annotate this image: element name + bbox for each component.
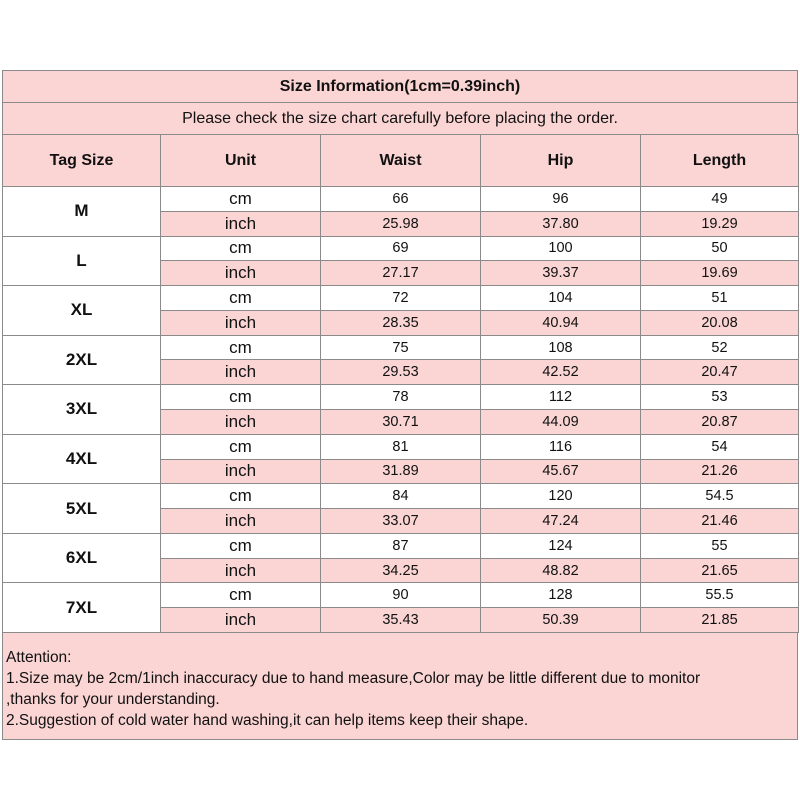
- measurement: 87: [320, 532, 481, 559]
- note-line: 1.Size may be 2cm/1inch inaccuracy due t…: [6, 670, 701, 687]
- unit: cm: [160, 582, 321, 609]
- measurement: 28.35: [320, 309, 481, 336]
- measurement: 50.39: [480, 607, 641, 633]
- unit: cm: [160, 483, 321, 510]
- measurement: 30.71: [320, 409, 481, 435]
- measurement: 90: [320, 582, 481, 609]
- measurement: 84: [320, 483, 481, 510]
- measurement: 96: [480, 186, 641, 212]
- title: Size Information(1cm=0.39inch): [2, 70, 798, 103]
- tag-size: 2XL: [2, 334, 161, 386]
- measurement: 20.87: [640, 409, 799, 435]
- column-header: Hip: [480, 134, 641, 187]
- measurement: 53: [640, 384, 799, 410]
- tag-size: 7XL: [2, 582, 161, 633]
- measurement: 21.65: [640, 557, 799, 584]
- unit: cm: [160, 235, 321, 262]
- tag-size: 6XL: [2, 532, 161, 584]
- column-header: Tag Size: [2, 134, 161, 187]
- measurement: 128: [480, 582, 641, 609]
- measurement: 31.89: [320, 458, 481, 485]
- unit: inch: [160, 309, 321, 336]
- unit: inch: [160, 210, 321, 237]
- column-header: Unit: [160, 134, 321, 187]
- unit: inch: [160, 359, 321, 386]
- column-header: Waist: [320, 134, 481, 187]
- measurement: 66: [320, 186, 481, 212]
- measurement: 55.5: [640, 582, 799, 609]
- measurement: 21.85: [640, 607, 799, 633]
- unit: cm: [160, 334, 321, 361]
- unit: cm: [160, 384, 321, 410]
- measurement: 19.29: [640, 210, 799, 237]
- measurement: 39.37: [480, 260, 641, 287]
- measurement: 47.24: [480, 508, 641, 534]
- measurement: 55: [640, 532, 799, 559]
- measurement: 37.80: [480, 210, 641, 237]
- measurement: 21.26: [640, 458, 799, 485]
- measurement: 44.09: [480, 409, 641, 435]
- measurement: 35.43: [320, 607, 481, 633]
- measurement: 124: [480, 532, 641, 559]
- notes: Attention: 1.Size may be 2cm/1inch inaccu…: [2, 632, 798, 740]
- unit: inch: [160, 508, 321, 534]
- measurement: 112: [480, 384, 641, 410]
- measurement: 108: [480, 334, 641, 361]
- tag-size: XL: [2, 285, 161, 336]
- measurement: 40.94: [480, 309, 641, 336]
- subtitle: Please check the size chart carefully be…: [2, 102, 798, 135]
- unit: cm: [160, 532, 321, 559]
- measurement: 78: [320, 384, 481, 410]
- measurement: 104: [480, 285, 641, 311]
- measurement: 69: [320, 235, 481, 262]
- tag-size: 3XL: [2, 384, 161, 435]
- measurement: 19.69: [640, 260, 799, 287]
- unit: inch: [160, 458, 321, 485]
- measurement: 120: [480, 483, 641, 510]
- tag-size: L: [2, 235, 161, 287]
- measurement: 20.08: [640, 309, 799, 336]
- measurement: 52: [640, 334, 799, 361]
- unit: cm: [160, 433, 321, 460]
- measurement: 50: [640, 235, 799, 262]
- unit: inch: [160, 409, 321, 435]
- measurement: 27.17: [320, 260, 481, 287]
- tag-size: M: [2, 186, 161, 237]
- measurement: 72: [320, 285, 481, 311]
- note-line: ,thanks for your understanding.: [6, 691, 220, 708]
- unit: inch: [160, 557, 321, 584]
- measurement: 54: [640, 433, 799, 460]
- note-line: 2.Suggestion of cold water hand washing,…: [6, 712, 529, 729]
- measurement: 45.67: [480, 458, 641, 485]
- measurement: 25.98: [320, 210, 481, 237]
- measurement: 75: [320, 334, 481, 361]
- measurement: 34.25: [320, 557, 481, 584]
- measurement: 33.07: [320, 508, 481, 534]
- measurement: 42.52: [480, 359, 641, 386]
- unit: cm: [160, 186, 321, 212]
- measurement: 116: [480, 433, 641, 460]
- tag-size: 4XL: [2, 433, 161, 485]
- measurement: 51: [640, 285, 799, 311]
- tag-size: 5XL: [2, 483, 161, 534]
- measurement: 48.82: [480, 557, 641, 584]
- column-header: Length: [640, 134, 799, 187]
- measurement: 100: [480, 235, 641, 262]
- measurement: 81: [320, 433, 481, 460]
- note-line: Attention:: [6, 649, 72, 666]
- measurement: 49: [640, 186, 799, 212]
- unit: inch: [160, 260, 321, 287]
- measurement: 29.53: [320, 359, 481, 386]
- measurement: 20.47: [640, 359, 799, 386]
- measurement: 54.5: [640, 483, 799, 510]
- measurement: 21.46: [640, 508, 799, 534]
- unit: cm: [160, 285, 321, 311]
- unit: inch: [160, 607, 321, 633]
